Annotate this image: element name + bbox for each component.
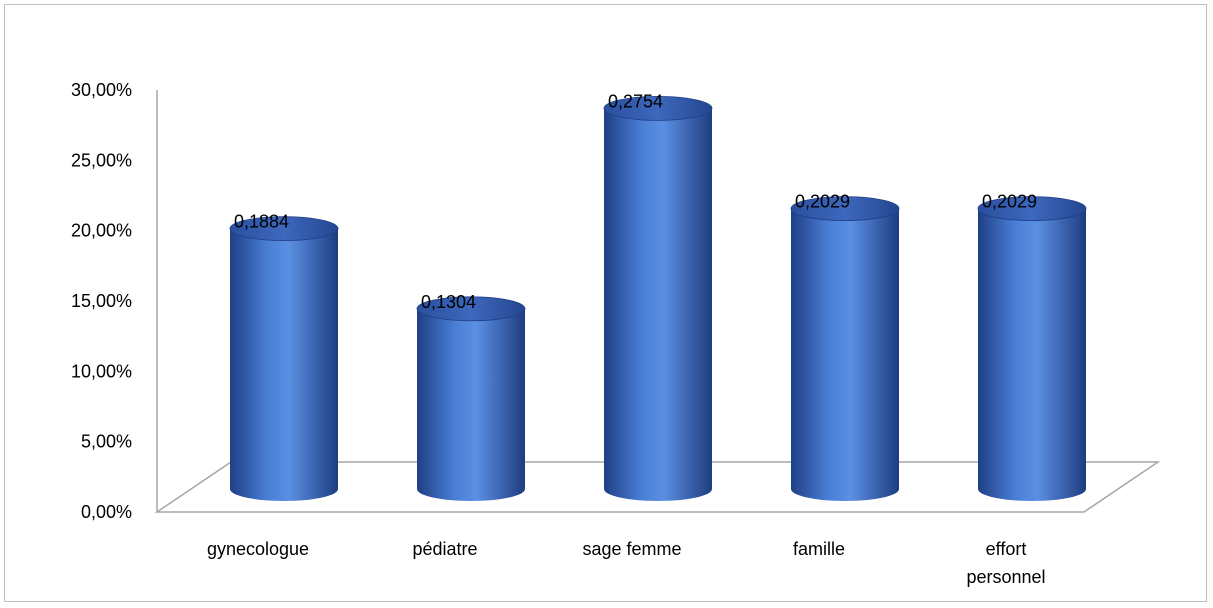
bar-body (791, 208, 899, 501)
data-label: 0,2029 (795, 192, 850, 212)
category-label: effort personnel (966, 539, 1045, 587)
bar-cap (416, 296, 526, 322)
y-tick-label: 5,00% (81, 432, 132, 452)
bar-body (230, 228, 338, 501)
y-tick-label: 0,00% (81, 502, 132, 522)
y-tick-label: 30,00% (71, 80, 132, 100)
bar-cap (603, 95, 713, 121)
category-label: sage femme (582, 539, 681, 559)
bar (603, 95, 713, 501)
bar-body (978, 208, 1086, 501)
category-label: gynecologue (207, 539, 309, 559)
category-label: pédiatre (412, 539, 477, 559)
data-label: 0,1304 (421, 292, 476, 312)
category-label: famille (793, 539, 845, 559)
bars (229, 95, 1087, 501)
y-axis-ticks: 0,00% 5,00% 10,00% 15,00% 20,00% 25,00% 30,00% (71, 80, 132, 522)
bar (229, 216, 339, 501)
floor (154, 461, 1161, 513)
bar-body (604, 108, 712, 501)
axes (154, 90, 1161, 513)
bar-cap (977, 196, 1087, 221)
y-tick-label: 20,00% (71, 221, 132, 241)
data-label: 0,1884 (234, 212, 289, 232)
bar-cap (229, 216, 339, 242)
data-label: 0,2754 (608, 91, 663, 111)
category-labels: gynecologue pédiatre sage femme famille effo… (207, 539, 1046, 587)
data-label: 0,2029 (982, 192, 1037, 212)
bar-cap (790, 196, 900, 221)
y-tick-label: 15,00% (71, 291, 132, 311)
bar-body (417, 308, 525, 501)
bar (416, 296, 526, 501)
y-tick-label: 10,00% (71, 361, 132, 381)
bar (790, 196, 900, 501)
bar (977, 196, 1087, 501)
y-tick-label: 25,00% (71, 150, 132, 170)
data-labels: 0,1884 0,1304 0,2754 0,2029 0,2029 (234, 91, 1037, 311)
